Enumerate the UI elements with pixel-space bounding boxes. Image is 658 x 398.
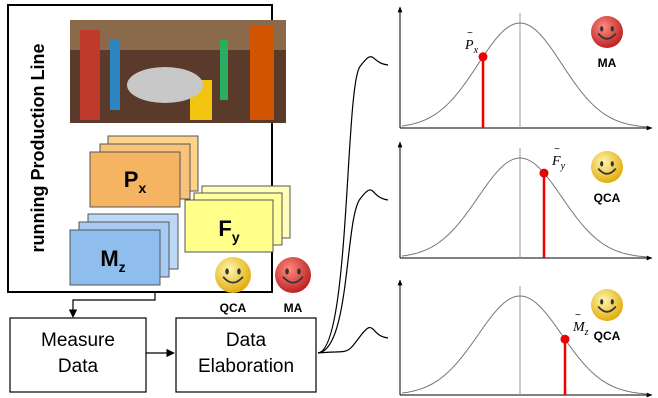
eye bbox=[600, 26, 603, 31]
measure-dot bbox=[479, 52, 488, 61]
estimate-tilde: ~ bbox=[554, 144, 560, 155]
smiley-icon bbox=[591, 289, 623, 321]
estimate-sub: x bbox=[473, 45, 479, 56]
distribution-plot: Fy~QCA bbox=[318, 142, 652, 353]
agent-label: QCA bbox=[220, 301, 247, 315]
estimate-label: Fy bbox=[551, 154, 566, 172]
agent-label: QCA bbox=[594, 329, 621, 343]
eye bbox=[600, 161, 603, 166]
eye bbox=[600, 299, 603, 304]
diagram: running Production Line Px Fy Mz QCA MA … bbox=[0, 0, 658, 398]
measure-dot bbox=[540, 169, 549, 178]
stack-f: Fy bbox=[185, 186, 290, 252]
estimate-label: Px bbox=[464, 38, 479, 56]
box-text: Data bbox=[226, 330, 267, 351]
box-text: Measure bbox=[41, 330, 115, 351]
estimate-tilde: ~ bbox=[575, 310, 581, 321]
factory-photo bbox=[70, 20, 286, 123]
estimate-main: P bbox=[464, 38, 474, 53]
agent-label: MA bbox=[598, 56, 617, 70]
stack-p: Px bbox=[90, 136, 198, 207]
box-text: Data bbox=[58, 356, 99, 377]
distribution-plot: Mz~ QCA bbox=[318, 280, 652, 395]
eye bbox=[297, 268, 301, 274]
connector bbox=[318, 190, 388, 353]
eye bbox=[611, 299, 614, 304]
smiley-icon bbox=[591, 151, 623, 183]
face bbox=[215, 257, 251, 293]
agent-label: QCA bbox=[594, 191, 621, 205]
smiley-icon bbox=[591, 16, 623, 48]
estimate-label: Mz bbox=[572, 320, 589, 338]
box-text: Elaboration bbox=[198, 356, 294, 377]
smiley-icon bbox=[275, 257, 311, 293]
agent-label: MA bbox=[284, 301, 303, 315]
estimate-sub: y bbox=[560, 161, 566, 172]
smiley-icon bbox=[215, 257, 251, 293]
face bbox=[591, 16, 623, 48]
measure-dot bbox=[561, 335, 570, 344]
face bbox=[591, 289, 623, 321]
eye bbox=[611, 161, 614, 166]
estimate-main: F bbox=[551, 154, 561, 169]
eye bbox=[285, 268, 289, 274]
eye bbox=[237, 268, 241, 274]
flow-arrow bbox=[73, 292, 155, 317]
estimate-sub: z bbox=[584, 327, 589, 338]
estimate-tilde: ~ bbox=[467, 28, 473, 39]
eye bbox=[611, 26, 614, 31]
face bbox=[275, 257, 311, 293]
face bbox=[591, 151, 623, 183]
stack-m: Mz bbox=[70, 214, 178, 285]
eye bbox=[225, 268, 229, 274]
connector bbox=[318, 57, 388, 353]
production-label: running Production Line bbox=[28, 44, 48, 253]
